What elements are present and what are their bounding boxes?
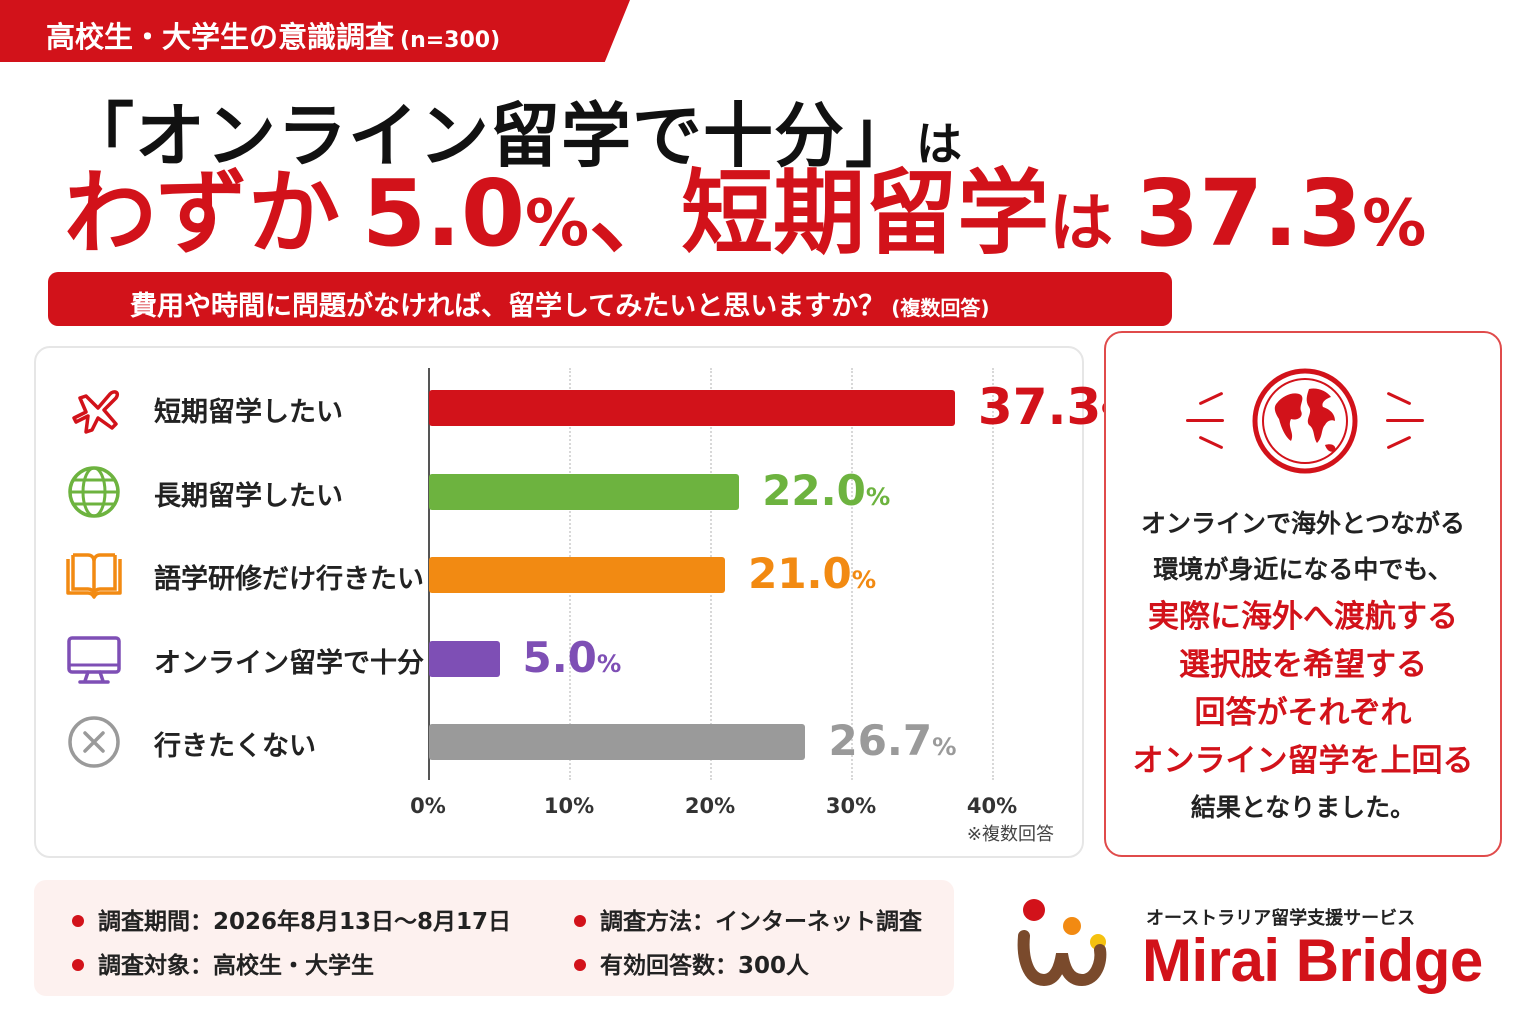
category-label: 語学研修だけ行きたい — [154, 564, 424, 595]
survey-sample-size: (n=300) — [400, 28, 501, 53]
question-note: (複数回答) — [891, 296, 990, 320]
survey-period: 調査期間：2026年8月13日〜8月17日 — [72, 902, 511, 936]
brand-logo-icon — [1017, 899, 1107, 987]
question-text: 費用や時間に問題がなければ、留学してみたいと思いますか？ — [130, 291, 886, 322]
headline-pct-sign: % — [525, 187, 590, 261]
headline-online-value: 5.0 — [362, 160, 525, 267]
x-tick-label: 10% — [543, 794, 595, 818]
ray-right-top — [1386, 391, 1412, 406]
value-label: 26.7% — [828, 716, 957, 765]
headline-short-value: 37.3 — [1135, 160, 1363, 267]
cross-circle-icon — [64, 712, 124, 772]
ray-right-bottom — [1386, 435, 1412, 450]
headline-line-2: わずか 5.0%、短期留学は 37.3% — [64, 168, 1426, 260]
value-label: 22.0% — [762, 465, 891, 515]
insight-card: オンラインで海外とつながる 環境が身近になる中でも、実際に海外へ渡航する 選択肢を希… — [1104, 331, 1502, 857]
bar — [429, 557, 726, 593]
survey-tag-text: 高校生・大学生の意識調査 — [46, 20, 395, 54]
insight-line: 実際に海外へ渡航する — [1148, 599, 1458, 635]
headline-line-1: 「オンライン留学で十分」は — [64, 80, 963, 181]
headline-particle-2: は — [1049, 187, 1114, 261]
headline-pct-sign-2: % — [1362, 187, 1427, 261]
insight-line: 環境が身近になる中でも、 — [1153, 555, 1453, 584]
brand-subtitle: オーストラリア留学支援サービス — [1146, 908, 1416, 929]
x-tick-label: 20% — [684, 794, 736, 818]
gridline — [851, 368, 853, 780]
survey-way: 調査方法：インターネット調査 — [574, 902, 922, 936]
bar — [429, 724, 806, 760]
value-label: 21.0% — [748, 549, 877, 598]
question-bar: 費用や時間に問題がなければ、留学してみたいと思いますか？ (複数回答) — [48, 272, 1172, 326]
headline-short-term: 、短期留学 — [589, 160, 1050, 267]
ray-right-mid — [1386, 419, 1424, 422]
insight-line: 選択肢を希望する — [1179, 647, 1427, 683]
chart-card: ※複数回答 0%10%20%30%40%短期留学したい37.3%長期留学したい2… — [34, 346, 1130, 858]
category-label: 長期留学したい — [154, 480, 343, 512]
category-label: 行きたくない — [154, 731, 316, 762]
x-tick-label: 30% — [825, 794, 877, 818]
globe-icon — [1252, 368, 1358, 474]
bar — [429, 390, 955, 426]
headline-particle: は — [916, 117, 963, 171]
insight-line: オンライン留学を上回る — [1132, 743, 1474, 779]
survey-target: 調査対象：高校生・大学生 — [72, 946, 374, 980]
insight-line: 結果となりました。 — [1190, 793, 1416, 822]
gridline — [992, 368, 994, 780]
ray-left-top — [1198, 391, 1224, 406]
chart-note: ※複数回答 — [966, 824, 1054, 845]
insight-text: オンラインで海外とつながる 環境が身近になる中でも、実際に海外へ渡航する 選択肢を希… — [1106, 501, 1500, 831]
x-tick-label: 0% — [410, 794, 446, 818]
category-label: オンライン留学で十分 — [154, 647, 424, 679]
x-tick-label: 40% — [966, 794, 1018, 818]
bar — [429, 473, 740, 510]
airplane-icon — [64, 378, 124, 438]
ray-left-bottom — [1198, 435, 1224, 450]
category-label: 短期留学したい — [154, 397, 343, 428]
headline-wazuka: わずか — [64, 160, 341, 267]
headline-quote: 「オンライン留学で十分」 — [64, 95, 916, 177]
book-icon — [64, 545, 124, 605]
insight-line: オンラインで海外とつながる — [1140, 509, 1465, 538]
survey-tag: 高校生・大学生の意識調査 (n=300) — [0, 0, 630, 62]
globe-icon — [64, 462, 124, 522]
value-label: 5.0% — [522, 632, 622, 682]
monitor-icon — [64, 629, 124, 689]
insight-line: 回答がそれぞれ — [1194, 695, 1412, 731]
brand-name: Mirai Bridge — [1142, 927, 1483, 994]
ray-left-mid — [1186, 419, 1224, 422]
survey-method-box: 調査期間：2026年8月13日〜8月17日 調査方法：インターネット調査 調査対… — [34, 880, 954, 996]
survey-count: 有効回答数：300人 — [574, 946, 809, 980]
bar — [429, 640, 500, 677]
